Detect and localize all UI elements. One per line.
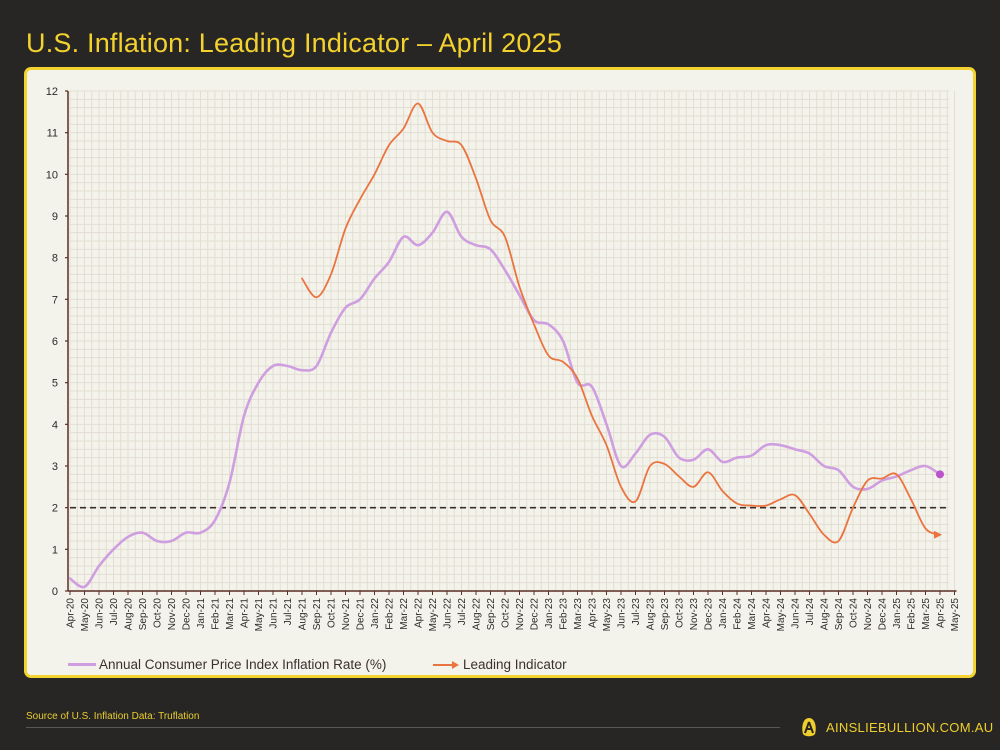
y-tick-label: 12 bbox=[46, 86, 58, 98]
x-tick-label: Oct-22 bbox=[501, 598, 512, 628]
x-tick-label: Oct-24 bbox=[849, 598, 860, 628]
x-tick-label: Dec-24 bbox=[878, 598, 889, 631]
x-tick-label: Jul-21 bbox=[283, 598, 294, 626]
x-tick-label: Jul-24 bbox=[805, 598, 816, 626]
source-note: Source of U.S. Inflation Data: Truflatio… bbox=[26, 711, 200, 722]
ainslie-logo-icon bbox=[802, 718, 816, 737]
x-tick-label: May-21 bbox=[254, 598, 265, 632]
x-tick-label: Nov-20 bbox=[167, 598, 178, 631]
x-tick-label: Oct-23 bbox=[675, 598, 686, 628]
x-tick-label: Apr-21 bbox=[240, 598, 251, 628]
x-tick-label: Feb-22 bbox=[385, 598, 396, 630]
page-title: U.S. Inflation: Leading Indicator – Apri… bbox=[26, 28, 563, 58]
x-tick-label: Sep-20 bbox=[138, 598, 149, 631]
x-tick-label: Feb-25 bbox=[907, 598, 918, 630]
x-tick-label: Mar-25 bbox=[921, 598, 932, 630]
x-tick-label: Apr-22 bbox=[414, 598, 425, 628]
y-tick-label: 4 bbox=[52, 419, 58, 431]
footer-divider bbox=[26, 727, 780, 728]
x-tick-label: Mar-23 bbox=[573, 598, 584, 630]
x-tick-label: Jan-22 bbox=[370, 598, 381, 629]
x-tick-label: Aug-24 bbox=[820, 598, 831, 631]
chart-panel bbox=[24, 67, 976, 678]
cpi-end-marker bbox=[936, 470, 944, 479]
x-tick-label: Jan-23 bbox=[544, 598, 555, 629]
x-tick-label: Apr-25 bbox=[936, 598, 947, 628]
y-tick-label: 5 bbox=[52, 378, 58, 390]
x-tick-label: Dec-22 bbox=[530, 598, 541, 631]
x-tick-label: Jul-23 bbox=[631, 598, 642, 626]
y-tick-label: 11 bbox=[47, 128, 58, 140]
x-tick-label: Dec-23 bbox=[704, 598, 715, 631]
x-tick-label: Jan-25 bbox=[892, 598, 903, 629]
x-tick-label: Nov-23 bbox=[689, 598, 700, 631]
x-tick-label: Sep-21 bbox=[312, 598, 323, 631]
legend-label-cpi: Annual Consumer Price Index Inflation Ra… bbox=[99, 657, 387, 672]
grid bbox=[69, 90, 955, 592]
x-tick-label: Feb-21 bbox=[211, 598, 222, 630]
y-tick-label: 9 bbox=[52, 211, 58, 223]
y-tick-label: 3 bbox=[52, 461, 58, 473]
legend-item-cpi: Annual Consumer Price Index Inflation Ra… bbox=[68, 657, 386, 672]
x-tick-label: May-20 bbox=[80, 598, 91, 632]
x-tick-label: May-23 bbox=[602, 598, 613, 632]
x-tick-label: Feb-23 bbox=[559, 598, 570, 630]
x-tick-label: Apr-24 bbox=[762, 598, 773, 628]
series-lines bbox=[68, 102, 944, 589]
x-tick-label: Jan-24 bbox=[718, 598, 729, 629]
x-tick-label: Mar-22 bbox=[399, 598, 410, 630]
y-tick-label: 8 bbox=[52, 253, 58, 265]
x-tick-label: Nov-24 bbox=[863, 598, 874, 631]
x-tick-label: Dec-21 bbox=[356, 598, 367, 631]
x-tick-label: May-24 bbox=[776, 598, 787, 632]
x-tick-label: May-25 bbox=[950, 598, 961, 632]
x-tick-label: Jan-21 bbox=[196, 598, 207, 629]
x-tick-label: Apr-23 bbox=[588, 598, 599, 628]
leading-arrow-marker bbox=[934, 530, 942, 539]
brand-logo[interactable]: AINSLIEBULLION.COM.AU bbox=[800, 717, 993, 737]
x-tick-label: Nov-22 bbox=[515, 598, 526, 631]
x-tick-label: Jul-20 bbox=[109, 598, 120, 626]
y-tick-label: 2 bbox=[52, 503, 58, 515]
x-tick-label: Sep-24 bbox=[834, 598, 845, 631]
x-tick-label: Mar-21 bbox=[225, 598, 236, 630]
legend-arrow-icon bbox=[433, 660, 459, 669]
legend-line-icon bbox=[68, 663, 96, 666]
y-tick-label: 10 bbox=[46, 169, 58, 181]
y-tick-label: 7 bbox=[52, 294, 58, 306]
legend-item-leading: Leading Indicator bbox=[432, 657, 567, 672]
x-tick-label: Oct-20 bbox=[153, 598, 164, 628]
x-tick-label: Sep-23 bbox=[660, 598, 671, 631]
x-tick-label: May-22 bbox=[428, 598, 439, 632]
x-tick-label: Aug-20 bbox=[124, 598, 135, 631]
y-tick-label: 1 bbox=[52, 544, 58, 556]
x-tick-label: Sep-22 bbox=[486, 598, 497, 631]
legend-label-leading: Leading Indicator bbox=[463, 657, 567, 672]
x-tick-label: Jun-21 bbox=[269, 598, 280, 629]
x-tick-label: Feb-24 bbox=[733, 598, 744, 630]
y-tick-label: 0 bbox=[52, 586, 58, 598]
x-tick-label: Aug-21 bbox=[298, 598, 309, 631]
x-tick-label: Oct-21 bbox=[327, 598, 338, 628]
x-tick-label: Dec-20 bbox=[182, 598, 193, 631]
x-tick-label: Jun-20 bbox=[95, 598, 106, 629]
x-tick-label: Aug-23 bbox=[646, 598, 657, 631]
y-tick-label: 6 bbox=[52, 336, 58, 348]
x-tick-label: Mar-24 bbox=[747, 598, 758, 630]
x-tick-label: Aug-22 bbox=[472, 598, 483, 631]
x-tick-label: Jun-24 bbox=[791, 598, 802, 629]
x-tick-label: Jun-22 bbox=[443, 598, 454, 629]
x-tick-label: Jun-23 bbox=[617, 598, 628, 629]
x-tick-label: Apr-20 bbox=[66, 598, 77, 628]
brand-name: AINSLIEBULLION.COM.AU bbox=[826, 719, 994, 735]
x-tick-label: Nov-21 bbox=[341, 598, 352, 631]
x-tick-label: Jul-22 bbox=[457, 598, 468, 626]
